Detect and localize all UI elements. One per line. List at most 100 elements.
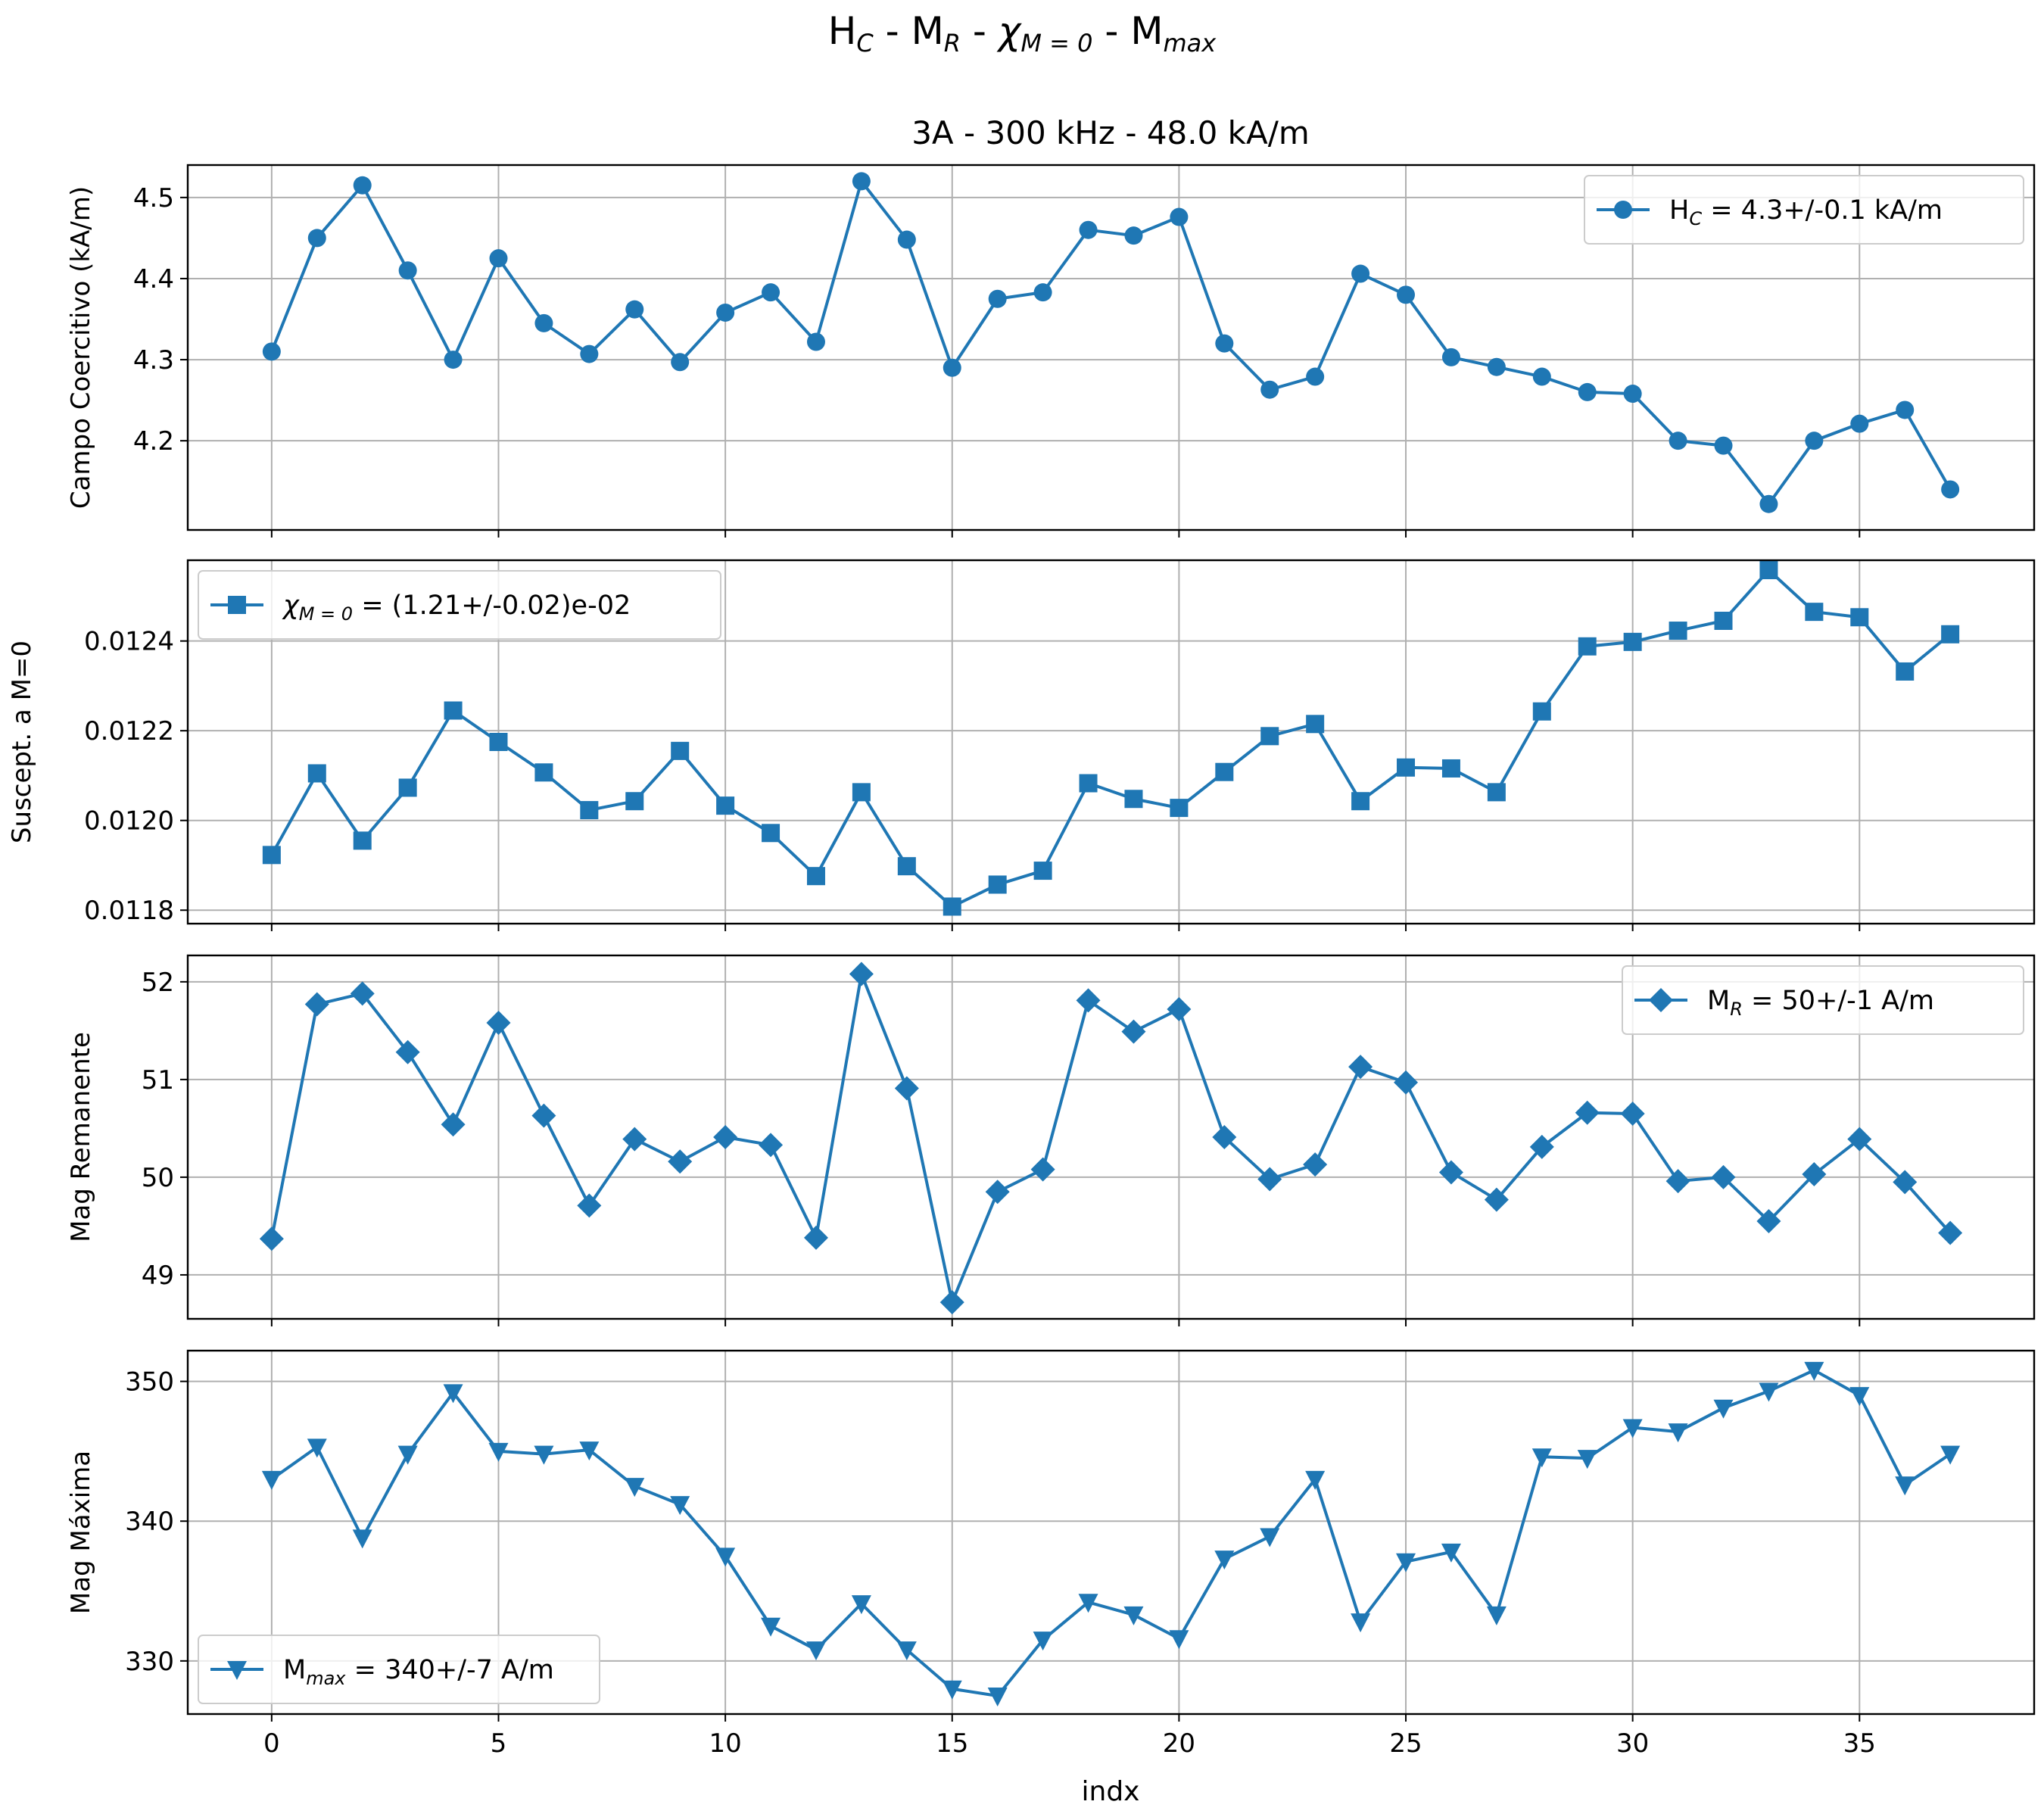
panel-1: 4.2 4.3 4.4 4.5 Campo Coercitivo (kA/m) HC = … (66, 164, 2036, 538)
data-point (353, 831, 372, 850)
y-axis-label: Mag Remanente (66, 1032, 96, 1242)
data-point (1577, 1450, 1597, 1469)
title-sep2: - (961, 9, 999, 53)
data-point (894, 1076, 919, 1101)
y-tick-label: 49 (142, 1261, 174, 1291)
data-point (1305, 1470, 1326, 1490)
legend: MR = 50+/-1 A/m (1622, 965, 2024, 1035)
data-point (1212, 1125, 1237, 1149)
data-point (1257, 1167, 1282, 1192)
data-point (1033, 283, 1052, 302)
data-point (988, 289, 1007, 308)
title-sep3: - M (1093, 9, 1164, 53)
data-point (1260, 1528, 1280, 1547)
data-point (353, 176, 372, 195)
data-point (1441, 759, 1460, 778)
x-tick-label: 5 (491, 1728, 507, 1759)
data-point (1759, 494, 1778, 513)
legend-label-sub: C (1689, 208, 1702, 229)
data-point (1306, 367, 1325, 386)
data-point (1394, 1070, 1419, 1095)
y-tick-label: 51 (142, 1065, 174, 1095)
data-point (580, 344, 599, 363)
data-point (441, 1112, 466, 1137)
data-point (1486, 1606, 1507, 1625)
x-tick-label: 20 (1163, 1728, 1195, 1759)
y-tick-label: 4.4 (133, 264, 174, 295)
data-point (307, 1438, 327, 1458)
data-point (579, 1441, 600, 1461)
data-point (1351, 792, 1370, 811)
title-h: H (828, 9, 857, 53)
data-point (1487, 357, 1506, 376)
data-point (625, 300, 644, 319)
y-tick-label: 0.0124 (84, 627, 174, 657)
legend-box (1584, 175, 2024, 245)
data-point (261, 1470, 282, 1490)
axes-frame (186, 164, 2036, 531)
data-point (1849, 1387, 1870, 1407)
y-tick-label: 52 (142, 968, 174, 998)
data-point (1896, 400, 1915, 419)
legend: χM = 0 = (1.21+/-0.02)e-02 (198, 570, 721, 640)
y-tick-label: 0.0118 (84, 896, 174, 926)
data-point (1215, 334, 1234, 353)
data-point (262, 342, 281, 361)
data-point (531, 1103, 556, 1128)
data-point (806, 867, 825, 886)
data-point (1713, 1399, 1734, 1419)
data-point (443, 1384, 463, 1404)
data-point (943, 358, 961, 377)
y-tick-label: 330 (125, 1647, 174, 1677)
y-tick-label: 0.0122 (84, 716, 174, 746)
legend: HC = 4.3+/-0.1 kA/m (1584, 175, 2024, 245)
legend: Mmax = 340+/-7 A/m (198, 1635, 600, 1704)
axes-frame (186, 954, 2036, 1320)
series-line (270, 972, 1952, 1304)
data-point (849, 961, 874, 986)
panels: 4.2 4.3 4.4 4.5 Campo Coercitivo (kA/m) HC = … (7, 164, 2036, 1759)
x-tick-label: 0 (263, 1728, 280, 1759)
data-point (852, 172, 871, 191)
data-point (1079, 220, 1098, 239)
x-tick-label: 30 (1616, 1728, 1649, 1759)
data-point (1170, 799, 1189, 818)
data-point (670, 1496, 690, 1516)
data-point (1030, 1157, 1055, 1182)
data-point (1121, 1019, 1146, 1044)
data-point (534, 763, 553, 782)
data-point (761, 1617, 781, 1637)
data-point (1895, 1476, 1915, 1496)
data-point (1532, 702, 1551, 721)
data-point (625, 1478, 645, 1498)
data-point (988, 875, 1007, 894)
data-point (985, 1180, 1010, 1205)
x-tick-label: 10 (709, 1728, 741, 1759)
data-point (1665, 1169, 1690, 1194)
data-point (1487, 783, 1506, 802)
data-point (896, 1641, 917, 1661)
legend-label: HC = 4.3+/-0.1 kA/m (1669, 195, 1943, 229)
x-tick-label: 35 (1843, 1728, 1876, 1759)
legend-label-sub: M = 0 (299, 603, 353, 625)
data-point (1938, 1220, 1963, 1245)
data-point (1303, 1152, 1328, 1177)
data-point (1260, 380, 1279, 399)
data-point (762, 283, 781, 302)
data-point (1575, 1100, 1600, 1125)
data-point (1714, 436, 1733, 455)
data-point (625, 792, 644, 811)
y-tick-label: 4.2 (133, 426, 174, 457)
data-point (444, 351, 463, 369)
legend-label: MR = 50+/-1 A/m (1707, 986, 1934, 1020)
data-point (1076, 988, 1101, 1013)
data-point (488, 1442, 509, 1462)
legend-label-rest: = (1.21+/-0.02)e-02 (353, 591, 631, 621)
data-point (1397, 285, 1416, 304)
data-point (304, 992, 329, 1017)
data-point (307, 229, 326, 248)
legend-label-rest: = 340+/-7 A/m (346, 1655, 554, 1685)
data-point (852, 783, 871, 802)
data-point (897, 230, 916, 249)
